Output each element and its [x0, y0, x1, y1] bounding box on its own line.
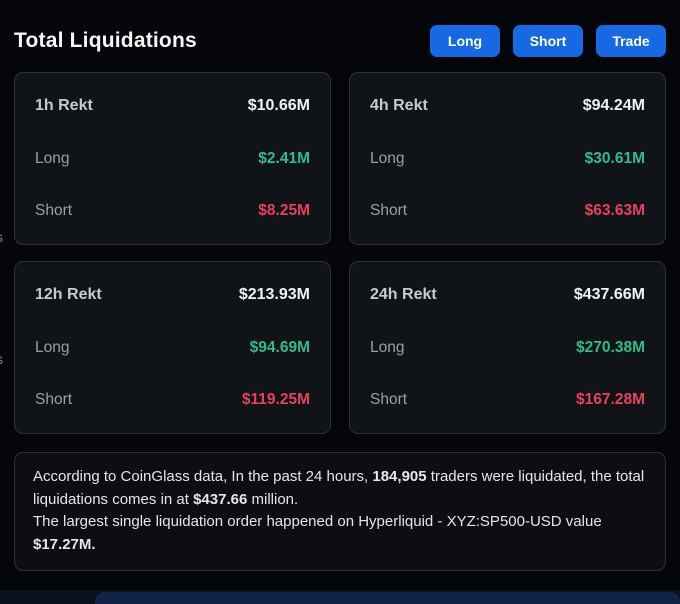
long-label: Long [35, 149, 70, 167]
long-value: $2.41M [258, 149, 310, 167]
short-label: Short [370, 202, 408, 219]
bottom-cutoff-panel [0, 590, 680, 604]
long-label: Long [370, 149, 405, 167]
card-short-row: Short $167.28M [370, 391, 645, 409]
card-header-row: 4h Rekt $94.24M [370, 97, 645, 115]
card-total-value: $213.93M [238, 286, 310, 303]
card-4h-rekt: 4h Rekt $94.24M Long $30.61M Short $63.6… [349, 72, 666, 245]
edge-text-fragment: s [0, 351, 6, 367]
long-value: $94.69M [249, 338, 310, 356]
short-value: $119.25M [241, 391, 310, 408]
long-value: $270.38M [576, 338, 645, 356]
card-title: 24h Rekt [370, 286, 437, 303]
trade-button[interactable]: Trade [596, 25, 666, 57]
short-value: $167.28M [576, 391, 645, 408]
page-title: Total Liquidations [14, 29, 197, 52]
card-header-row: 24h Rekt $437.66M [370, 286, 645, 304]
long-label: Long [370, 338, 405, 356]
liquidations-page: Total Liquidations Long Short Trade 1h R… [0, 24, 680, 571]
liquidation-cards-grid: 1h Rekt $10.66M Long $2.41M Short $8.25M… [14, 72, 666, 434]
long-value: $30.61M [584, 149, 645, 167]
card-1h-rekt: 1h Rekt $10.66M Long $2.41M Short $8.25M [14, 72, 331, 245]
summary-paragraph-1: According to CoinGlass data, In the past… [33, 468, 645, 508]
card-12h-rekt: 12h Rekt $213.93M Long $94.69M Short $11… [14, 261, 331, 434]
card-short-row: Short $119.25M [35, 391, 310, 409]
short-value: $63.63M [584, 202, 645, 219]
card-total-value: $10.66M [247, 97, 310, 114]
short-label: Short [35, 202, 73, 219]
short-label: Short [35, 391, 73, 408]
header: Total Liquidations Long Short Trade [14, 24, 666, 58]
card-long-row: Long $270.38M [370, 339, 645, 357]
bottom-cutoff-panel-inner [95, 592, 680, 604]
card-total-value: $94.24M [582, 97, 645, 114]
long-filter-button[interactable]: Long [430, 25, 500, 57]
card-long-row: Long $30.61M [370, 150, 645, 168]
card-header-row: 1h Rekt $10.66M [35, 97, 310, 115]
long-label: Long [35, 338, 70, 356]
card-title: 12h Rekt [35, 286, 102, 303]
summary-paragraph-2: The largest single liquidation order hap… [33, 513, 602, 553]
card-long-row: Long $2.41M [35, 150, 310, 168]
card-title: 1h Rekt [35, 97, 93, 114]
card-short-row: Short $8.25M [35, 202, 310, 220]
card-total-value: $437.66M [573, 286, 645, 303]
short-label: Short [370, 391, 408, 408]
edge-text-fragment: s [0, 229, 6, 245]
card-24h-rekt: 24h Rekt $437.66M Long $270.38M Short $1… [349, 261, 666, 434]
card-header-row: 12h Rekt $213.93M [35, 286, 310, 304]
card-short-row: Short $63.63M [370, 202, 645, 220]
summary-panel: According to CoinGlass data, In the past… [14, 452, 666, 571]
filter-button-group: Long Short Trade [430, 25, 666, 57]
card-title: 4h Rekt [370, 97, 428, 114]
short-value: $8.25M [258, 202, 310, 219]
card-long-row: Long $94.69M [35, 339, 310, 357]
short-filter-button[interactable]: Short [513, 25, 583, 57]
